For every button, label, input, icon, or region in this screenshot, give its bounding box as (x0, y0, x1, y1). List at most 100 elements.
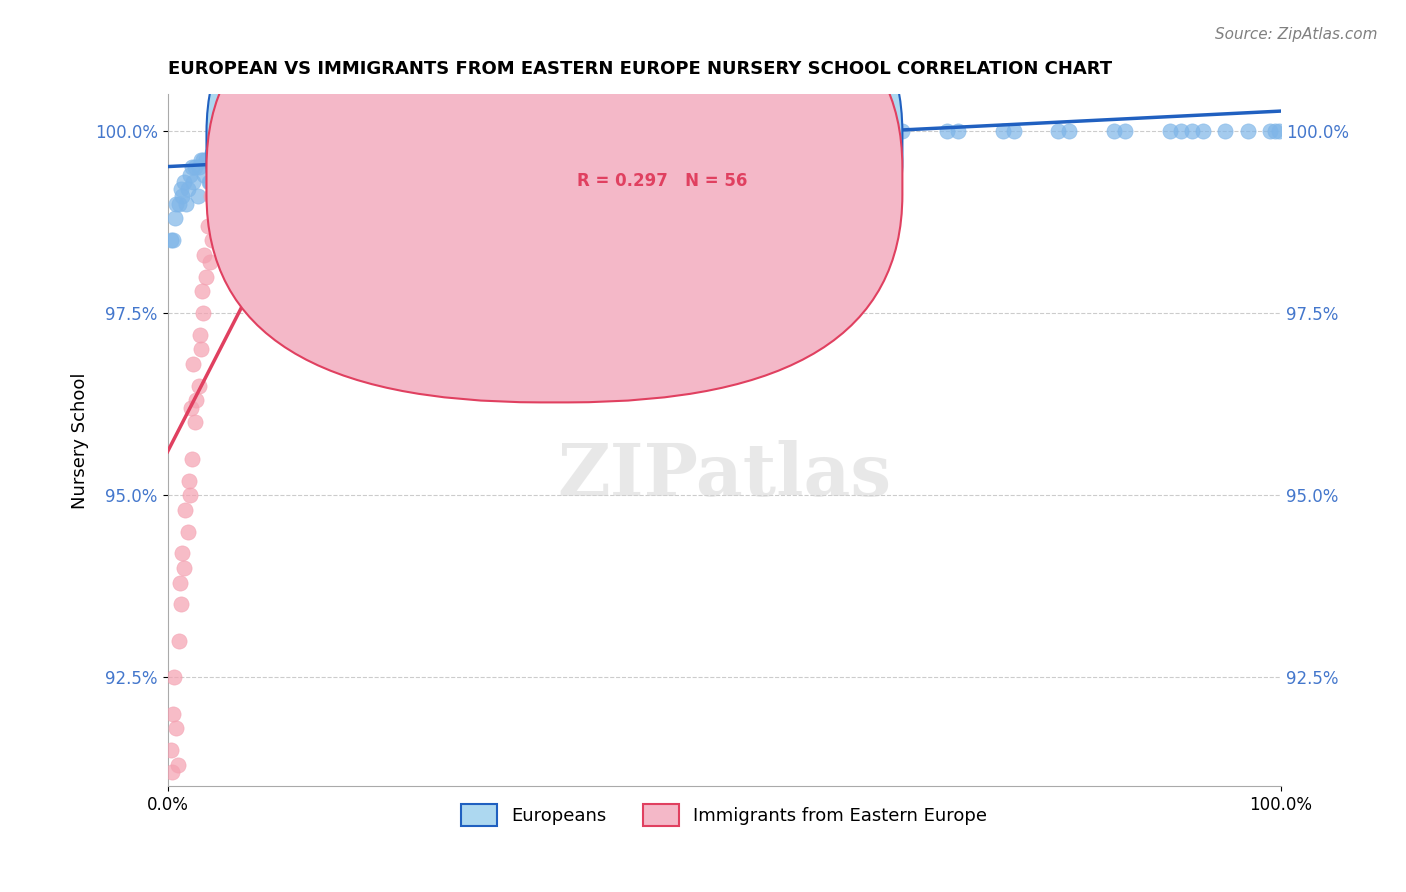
Point (235, 138, 257, 153)
Point (190, 153, 212, 167)
Point (224, 138, 246, 153)
Point (1047, 124, 1070, 138)
Point (290, 131, 312, 145)
Point (347, 124, 370, 138)
Point (446, 124, 468, 138)
Point (235, 124, 257, 138)
Point (184, 161, 207, 175)
Point (1059, 124, 1081, 138)
Point (269, 124, 291, 138)
Point (201, 233, 224, 247)
Point (636, 124, 658, 138)
Point (713, 124, 735, 138)
Point (195, 153, 218, 167)
Point (591, 124, 613, 138)
Point (346, 131, 368, 145)
Point (335, 124, 357, 138)
Point (523, 124, 546, 138)
Point (181, 451, 204, 466)
Point (224, 124, 246, 138)
Point (1267, 124, 1289, 138)
Point (513, 124, 536, 138)
Point (176, 182, 198, 196)
Point (163, 670, 186, 684)
Point (1181, 124, 1204, 138)
Point (380, 124, 402, 138)
Point (207, 211, 229, 226)
Point (236, 211, 259, 226)
Point (232, 175, 254, 189)
Point (813, 124, 835, 138)
Text: R = 0.367   N = 125: R = 0.367 N = 125 (578, 137, 759, 155)
Point (229, 138, 252, 153)
Point (780, 124, 803, 138)
Point (479, 124, 502, 138)
Point (221, 161, 243, 175)
Point (186, 393, 208, 408)
Point (278, 131, 301, 145)
Point (491, 124, 513, 138)
Point (212, 145, 235, 160)
Point (208, 153, 231, 167)
Point (212, 196, 235, 211)
Point (1159, 124, 1181, 138)
Point (176, 524, 198, 539)
Point (166, 757, 188, 772)
Point (702, 124, 724, 138)
Point (200, 189, 222, 203)
Point (935, 124, 957, 138)
Point (363, 124, 385, 138)
Point (197, 175, 219, 189)
Point (256, 131, 278, 145)
Point (1114, 124, 1136, 138)
Point (267, 124, 290, 138)
Point (801, 124, 824, 138)
Point (162, 233, 184, 247)
Point (401, 124, 423, 138)
Point (312, 124, 335, 138)
Point (891, 124, 914, 138)
Point (202, 175, 225, 189)
FancyBboxPatch shape (207, 0, 903, 368)
Point (318, 138, 340, 153)
Point (208, 161, 231, 175)
Point (187, 161, 209, 175)
Point (457, 131, 479, 145)
Point (273, 161, 295, 175)
Point (281, 138, 304, 153)
Point (624, 124, 647, 138)
Point (165, 721, 187, 735)
Point (188, 327, 211, 342)
Point (165, 211, 187, 226)
Point (165, 196, 187, 211)
Point (267, 131, 290, 145)
Point (295, 145, 318, 160)
Point (224, 161, 246, 175)
Point (304, 131, 326, 145)
Point (181, 175, 204, 189)
Point (946, 124, 969, 138)
FancyBboxPatch shape (207, 0, 903, 402)
Point (179, 168, 201, 182)
Point (201, 145, 224, 160)
Point (207, 145, 229, 160)
Point (769, 124, 792, 138)
Point (690, 124, 713, 138)
Point (357, 124, 380, 138)
Point (214, 138, 236, 153)
Point (824, 124, 846, 138)
Point (1264, 124, 1286, 138)
Point (218, 182, 240, 196)
Text: EUROPEAN VS IMMIGRANTS FROM EASTERN EUROPE NURSERY SCHOOL CORRELATION CHART: EUROPEAN VS IMMIGRANTS FROM EASTERN EURO… (167, 60, 1112, 78)
Y-axis label: Nursery School: Nursery School (72, 372, 89, 508)
Point (240, 138, 263, 153)
Point (187, 189, 209, 203)
Point (257, 124, 280, 138)
FancyBboxPatch shape (530, 126, 786, 216)
Point (245, 138, 267, 153)
Point (502, 124, 524, 138)
Text: R = 0.297   N = 56: R = 0.297 N = 56 (578, 172, 748, 190)
Point (173, 561, 195, 575)
Point (1002, 124, 1025, 138)
Point (284, 182, 307, 196)
